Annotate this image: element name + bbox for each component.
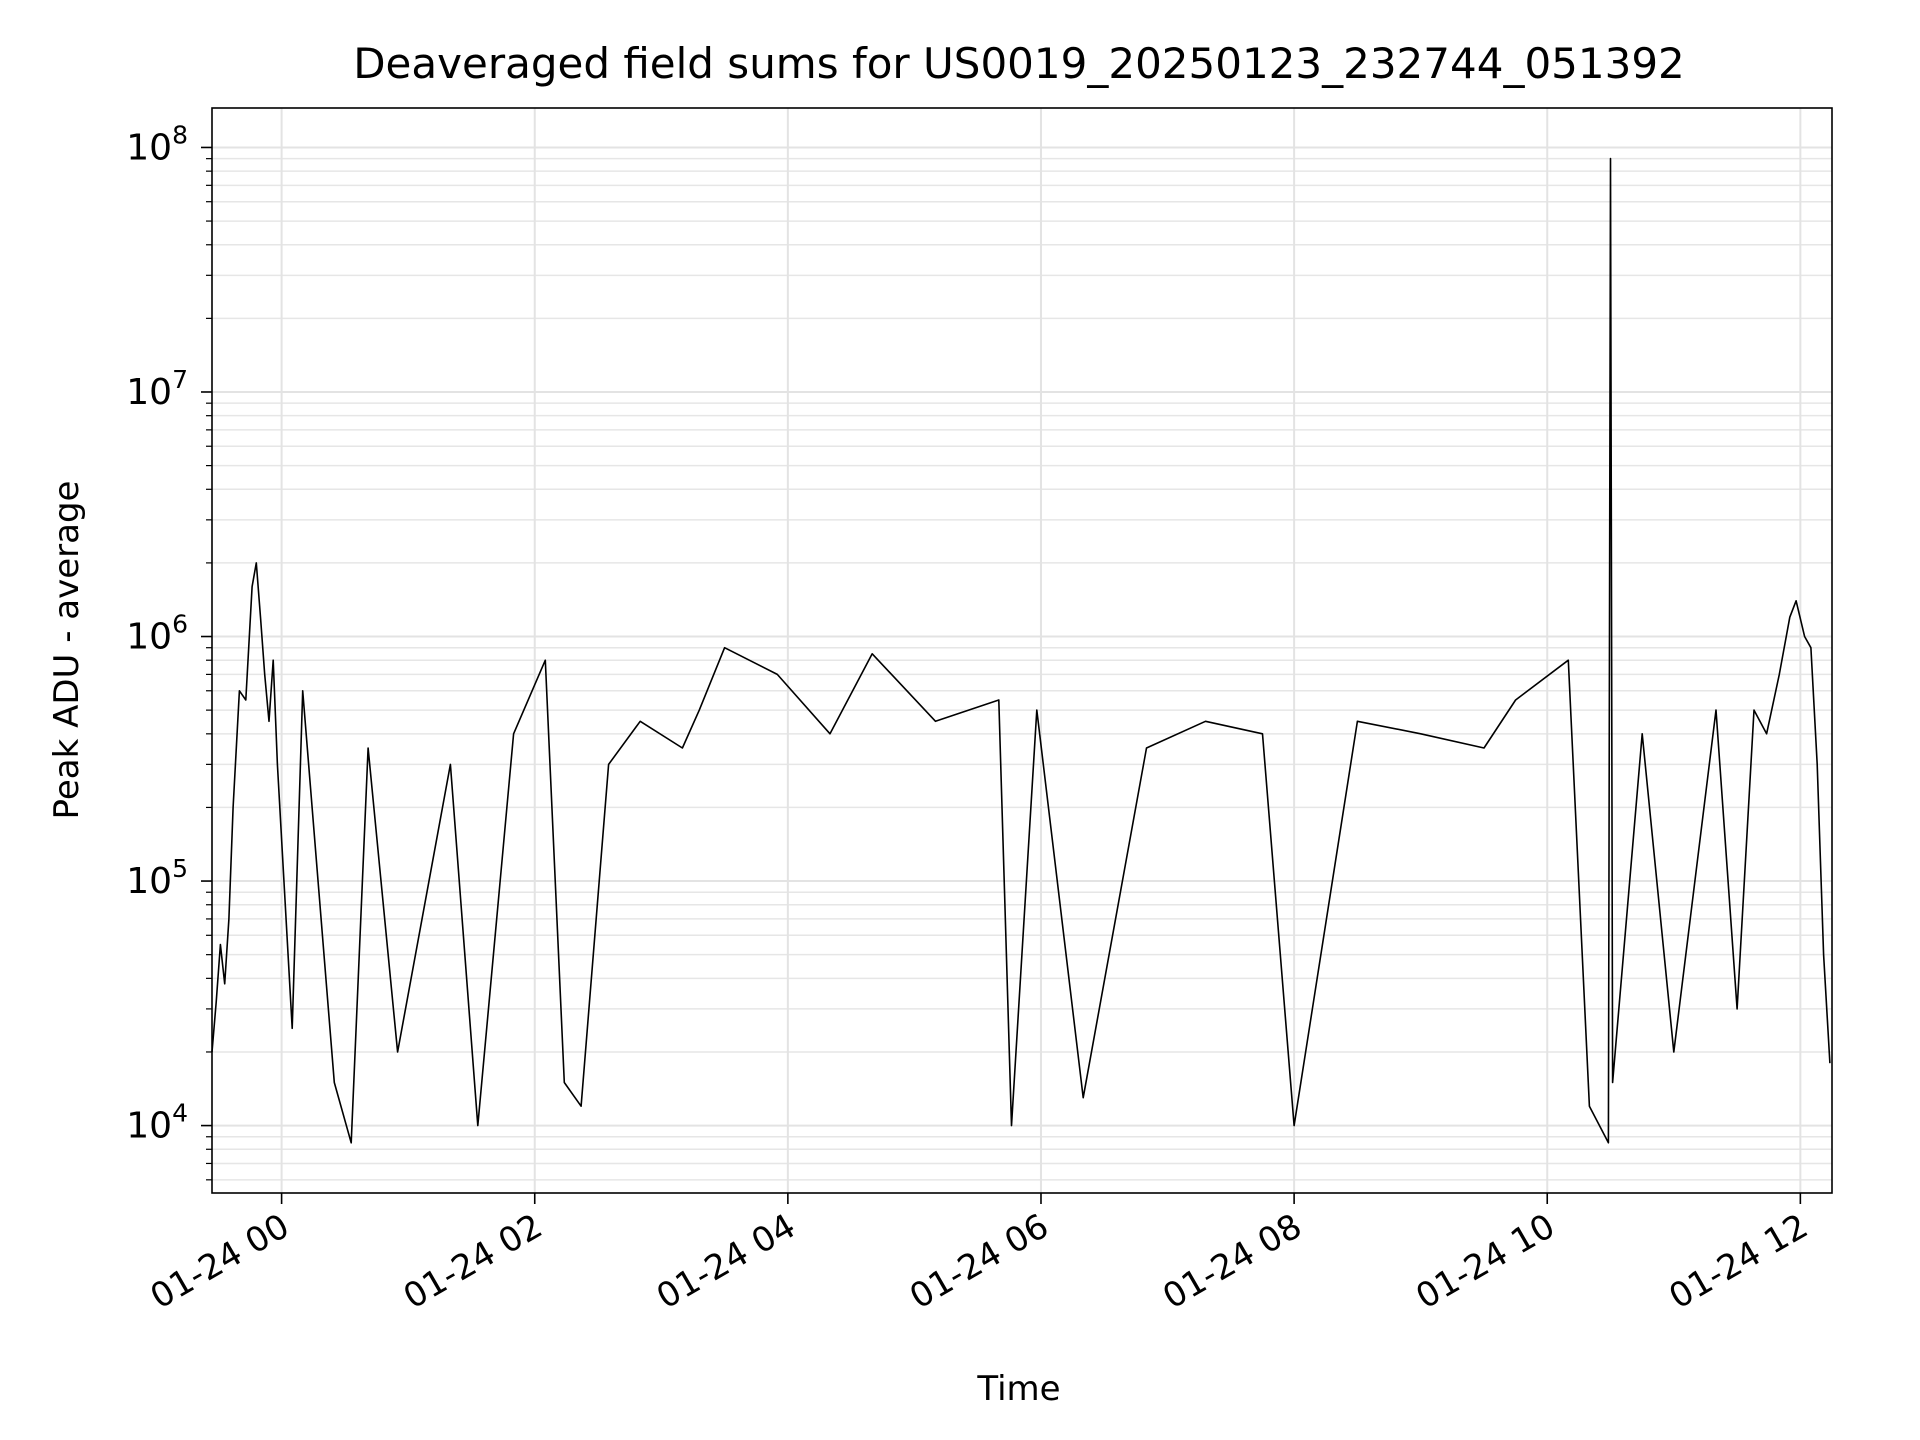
y-tick-label: 104 — [126, 1099, 188, 1147]
grid-lines — [212, 108, 1832, 1193]
x-axis-label: Time — [976, 1369, 1060, 1409]
y-axis-label: Peak ADU - average — [47, 481, 87, 820]
y-tick-label: 108 — [126, 120, 188, 168]
plot-frame — [211, 107, 1833, 1194]
y-tick-label: 107 — [126, 365, 188, 413]
y-tick-label: 106 — [126, 610, 188, 658]
series-line — [211, 157, 1831, 1144]
chart-title: Deaveraged field sums for US0019_2025012… — [353, 39, 1685, 88]
y-tick-label: 105 — [126, 854, 188, 902]
data-series — [211, 157, 1831, 1144]
